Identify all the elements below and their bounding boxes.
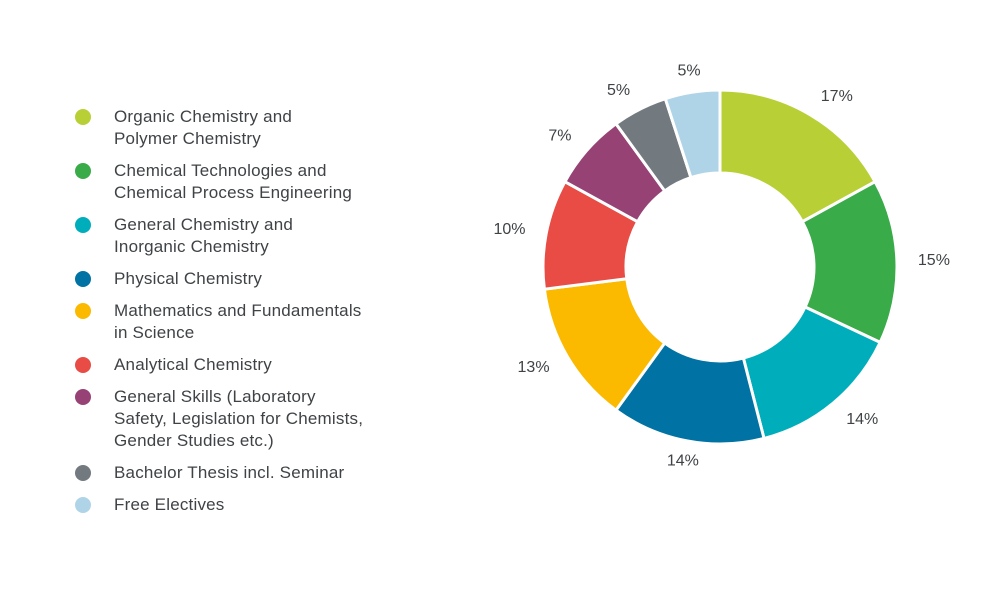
slice-value-label: 17% <box>821 88 853 105</box>
legend-label-line: Chemical Technologies and <box>114 161 327 180</box>
legend-swatch <box>75 109 91 125</box>
legend-swatch <box>75 389 91 405</box>
legend-label-line: Free Electives <box>114 495 225 514</box>
chart-legend: Organic Chemistry and Polymer Chemistry Ch… <box>75 106 415 526</box>
legend-swatch <box>75 303 91 319</box>
legend-item: Analytical Chemistry <box>75 354 415 376</box>
legend-item: Organic Chemistry and Polymer Chemistry <box>75 106 415 150</box>
legend-label-line: Chemical Process Engineering <box>114 183 353 202</box>
donut-slice <box>800 180 899 344</box>
legend-item: General Skills (Laboratory Safety, Legisl… <box>75 386 415 452</box>
legend-label-line: Analytical Chemistry <box>114 355 272 374</box>
legend-label-line: Organic Chemistry and <box>114 107 293 126</box>
slice-value-label: 14% <box>846 411 878 428</box>
legend-label-line: General Chemistry and <box>114 215 293 234</box>
legend-swatch <box>75 357 91 373</box>
legend-swatch <box>75 271 91 287</box>
legend-label-line: Bachelor Thesis incl. Seminar <box>114 463 345 482</box>
legend-label-line: Physical Chemistry <box>114 269 263 288</box>
legend-label-line: Safety, Legislation for Chemists, <box>114 409 364 428</box>
slice-value-labels: 17% 15% 14% 14% 13% 10% 7% 5% 5% <box>493 63 949 470</box>
legend-label-line: Inorganic Chemistry <box>114 237 269 256</box>
slice-value-label: 5% <box>607 82 630 99</box>
legend-item: Chemical Technologies and Chemical Proces… <box>75 160 415 204</box>
legend-label-line: General Skills (Laboratory <box>114 387 316 406</box>
legend-swatch <box>75 497 91 513</box>
donut-chart: 17% 15% 14% 14% 13% 10% 7% 5% 5% <box>493 63 949 470</box>
legend-swatch <box>75 465 91 481</box>
legend-label-line: Mathematics and Fundamentals <box>114 301 362 320</box>
slice-value-label: 5% <box>677 63 700 80</box>
slice-value-label: 10% <box>493 221 525 238</box>
legend-item: Physical Chemistry <box>75 268 415 290</box>
legend-item: Mathematics and Fundamentals in Science <box>75 300 415 344</box>
slice-value-label: 7% <box>548 127 571 144</box>
legend-label-line: Polymer Chemistry <box>114 129 261 148</box>
donut-slice <box>663 88 722 180</box>
legend-label-line: in Science <box>114 323 195 342</box>
legend-item: General Chemistry and Inorganic Chemistry <box>75 214 415 258</box>
donut-slice <box>718 88 877 224</box>
slice-value-label: 15% <box>918 252 950 269</box>
legend-label-line: Gender Studies etc.) <box>114 431 274 450</box>
donut-slices <box>541 88 899 446</box>
slice-value-label: 14% <box>667 453 699 470</box>
slice-value-label: 13% <box>518 359 550 376</box>
legend-swatch <box>75 163 91 179</box>
legend-item: Free Electives <box>75 494 415 516</box>
legend-item: Bachelor Thesis incl. Seminar <box>75 462 415 484</box>
legend-swatch <box>75 217 91 233</box>
